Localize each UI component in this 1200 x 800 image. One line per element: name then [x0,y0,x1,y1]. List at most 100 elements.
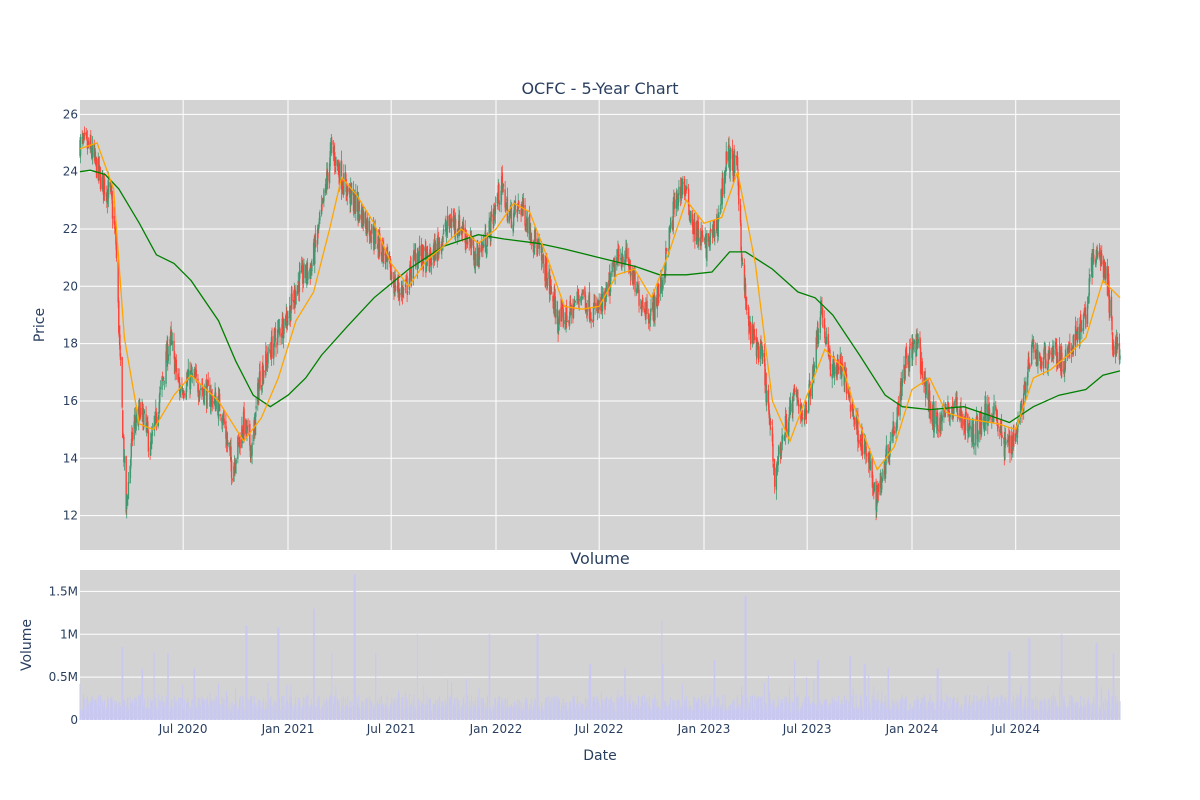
volume-bar [293,707,295,720]
candle-body-up [277,329,279,346]
volume-bar [1098,705,1100,720]
candle-body-up [446,229,448,231]
volume-bar [948,709,950,720]
volume-bar [223,699,225,720]
volume-bar [924,696,926,720]
candle-body-up [909,346,911,368]
volume-bar [756,698,758,720]
candle-body-down [1028,357,1030,366]
volume-bar [869,710,871,720]
volume-bar [473,704,475,720]
candle-body-up [1105,265,1107,279]
volume-bar [464,705,466,720]
volume-bar [661,619,663,720]
volume-bar [696,703,698,720]
candle-body-down [646,300,648,314]
volume-bar [688,710,690,720]
volume-bar [1088,696,1090,720]
candle-body-up [781,436,783,451]
volume-bar [807,697,809,720]
volume-bar [584,709,586,720]
volume-bar [724,710,726,720]
volume-bar [839,704,841,720]
volume-bar [961,711,963,720]
volume-bar [275,702,277,720]
volume-bar [937,668,939,720]
volume-bar [130,704,132,720]
volume-bar [758,696,760,720]
volume-bar [231,701,233,720]
candle-body-down [857,439,860,444]
candle-body-down [741,260,743,265]
candle-body-down [229,442,231,451]
candle-body-down [853,417,856,425]
volume-bar [837,696,839,720]
volume-bar [1102,701,1104,720]
volume-bar [605,706,607,720]
volume-bar [744,595,746,720]
price-y-tick-label: 20 [63,279,78,293]
volume-bar [349,707,351,720]
volume-bar [718,697,720,720]
volume-bar [596,709,598,720]
volume-bar [610,698,612,720]
volume-bar [932,708,934,720]
candle-body-down [565,306,568,321]
volume-bar [521,709,523,720]
candle-body-up [456,232,458,236]
volume-bar [493,711,495,720]
candle-body-down [760,340,762,344]
candle-body-up [1043,347,1045,354]
candle-body-down [689,217,691,222]
candle-body-down [809,386,812,396]
volume-bar [1101,695,1103,720]
candle-body-up [476,241,478,266]
volume-bar [538,706,540,720]
candle-body-up [913,339,915,344]
volume-bar [963,711,965,720]
volume-bar [350,707,352,720]
volume-bar [1027,707,1029,720]
candle-body-down [967,414,969,433]
candle-body-down [474,253,477,266]
volume-bar [684,701,686,720]
candle-body-up [373,227,376,244]
candle-body-down [644,308,646,313]
volume-bar [498,695,500,720]
candle-body-up [891,432,893,442]
candle-body-up [558,310,560,325]
volume-bar [975,701,977,720]
volume-bar [832,709,834,720]
candle-body-down [687,188,690,207]
candle-body-up [1020,402,1022,411]
volume-bar [326,698,328,720]
candle-body-down [905,346,908,359]
volume-bar [755,700,757,720]
candle-body-up [765,390,768,403]
volume-bar [406,700,408,720]
candle-body-down [684,192,686,194]
volume-bar [1040,702,1042,720]
volume-bar [959,707,961,720]
volume-bar [287,703,289,720]
volume-bar [644,710,646,720]
volume-bar [266,703,268,720]
candle-body-down [99,173,102,190]
candle-body-down [664,270,666,275]
candle-body-up [91,144,94,159]
volume-bar [342,696,344,720]
candle-body-up [518,210,521,212]
candle-body-up [756,342,758,358]
candle-body-up [553,294,555,310]
candle-body-up [516,204,519,214]
volume-bar [508,705,510,720]
volume-bar [969,695,971,720]
volume-bar [1096,642,1098,720]
volume-bar [444,698,446,720]
volume-bar [382,704,384,720]
volume-bar [640,706,642,720]
volume-bar [1040,709,1042,720]
volume-bar [468,700,470,720]
volume-bar [730,704,732,720]
